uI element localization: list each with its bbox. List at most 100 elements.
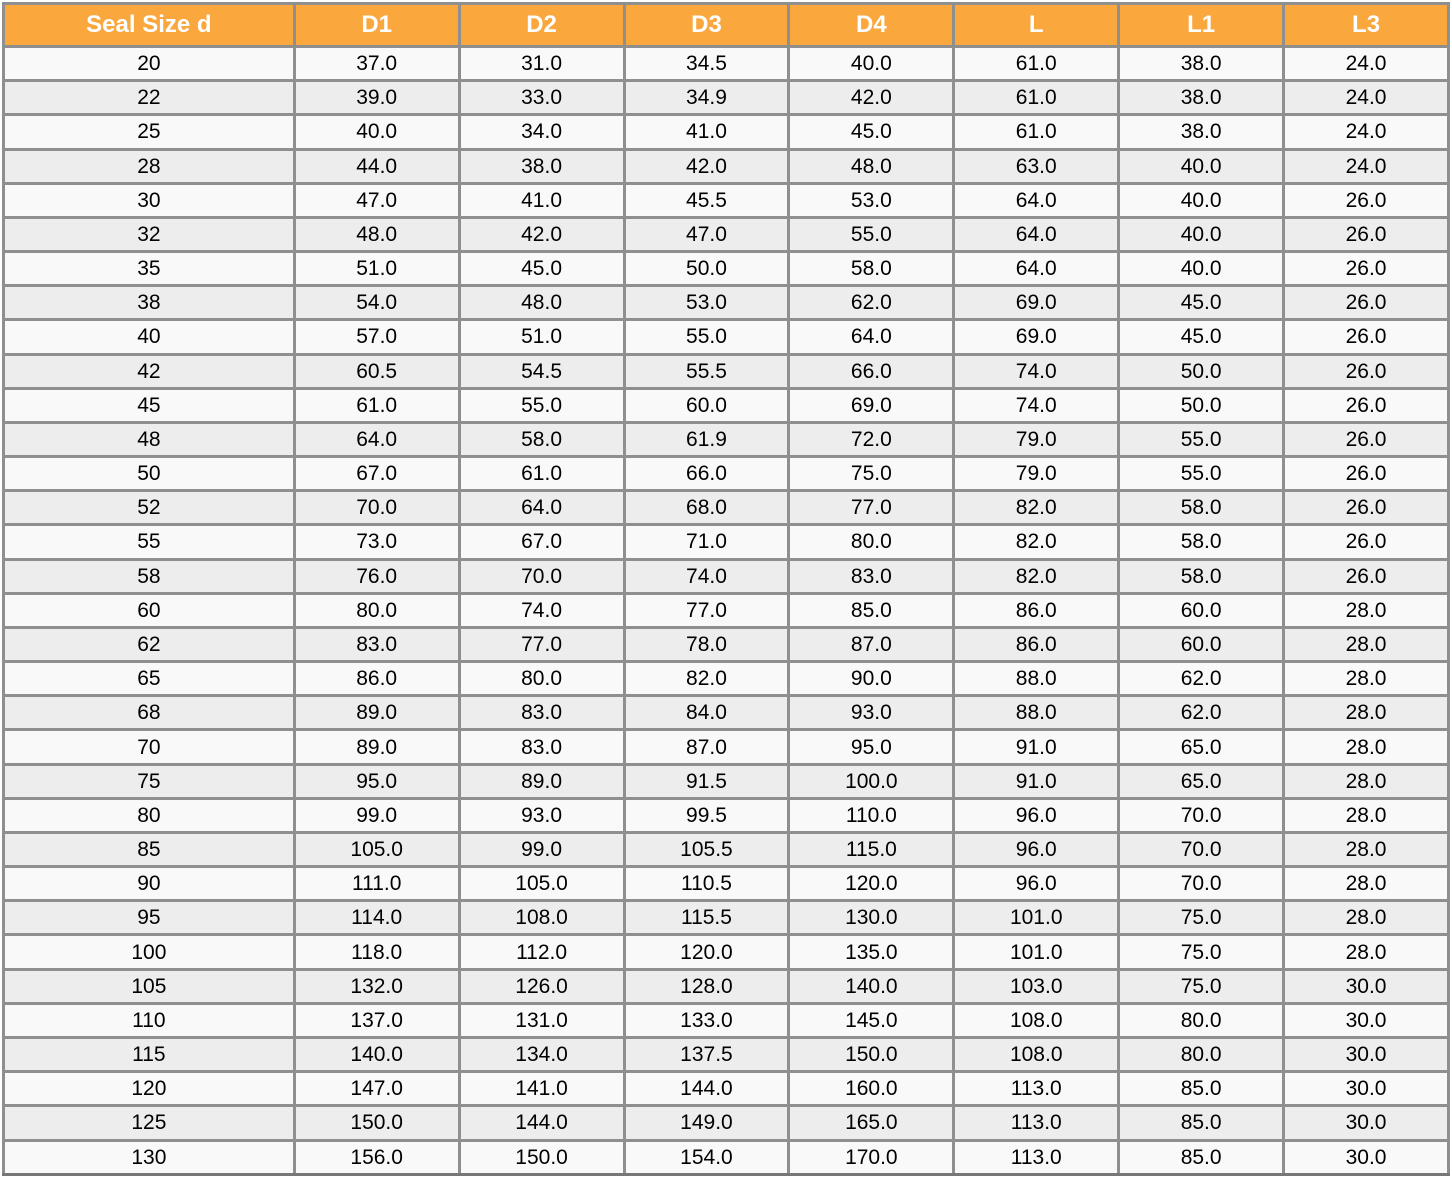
value-cell: 141.0 [457,1070,626,1108]
column-header-d3: D3 [622,2,791,48]
value-cell: 26.0 [1282,420,1450,459]
value-cell: 47.0 [292,181,461,219]
value-cell: 30.0 [1282,1070,1450,1108]
table-row: 42 60.5 54.5 55.5 66.0 74.0 50.0 26.0 [2,352,1450,390]
value-cell: 37.0 [292,44,461,83]
value-cell: 83.0 [457,694,626,732]
value-cell: 45.0 [1117,284,1286,322]
seal-size-cell: 22 [2,79,296,117]
value-cell: 40.0 [1117,147,1286,185]
value-cell: 28.0 [1282,660,1450,698]
value-cell: 133.0 [622,1001,791,1039]
seal-size-cell: 62 [2,625,296,664]
value-cell: 61.0 [952,44,1121,83]
value-cell: 62.0 [1117,694,1286,732]
value-cell: 28.0 [1282,625,1450,664]
value-cell: 72.0 [787,420,956,459]
value-cell: 77.0 [457,625,626,664]
table-row: 85 105.0 99.0 105.5 115.0 96.0 70.0 28.0 [2,830,1450,869]
value-cell: 61.0 [952,113,1121,151]
table-body: 20 37.0 31.0 34.5 40.0 61.0 38.0 24.0 22 39.0 33.0… [2,44,1450,1176]
value-cell: 131.0 [457,1001,626,1039]
value-cell: 34.0 [457,113,626,151]
seal-size-cell: 85 [2,830,296,869]
table-row: 55 73.0 67.0 71.0 80.0 82.0 58.0 26.0 [2,523,1450,561]
value-cell: 74.0 [457,591,626,629]
seal-size-cell: 110 [2,1001,296,1039]
value-cell: 115.0 [787,830,956,869]
value-cell: 58.0 [1117,523,1286,561]
value-cell: 113.0 [952,1104,1121,1142]
value-cell: 108.0 [952,1001,1121,1039]
table-row: 45 61.0 55.0 60.0 69.0 74.0 50.0 26.0 [2,386,1450,424]
value-cell: 96.0 [952,865,1121,903]
seal-size-cell: 48 [2,420,296,459]
column-header-l1: L1 [1117,2,1286,48]
value-cell: 75.0 [1117,899,1286,937]
value-cell: 64.0 [952,250,1121,288]
table-row: 65 86.0 80.0 82.0 90.0 88.0 62.0 28.0 [2,660,1450,698]
value-cell: 30.0 [1282,967,1450,1005]
value-cell: 70.0 [1117,830,1286,869]
seal-size-cell: 68 [2,694,296,732]
value-cell: 87.0 [622,728,791,766]
value-cell: 95.0 [787,728,956,766]
seal-size-cell: 58 [2,557,296,595]
seal-size-cell: 30 [2,181,296,219]
value-cell: 111.0 [292,865,461,903]
value-cell: 26.0 [1282,455,1450,493]
value-cell: 74.0 [622,557,791,595]
seal-size-cell: 90 [2,865,296,903]
value-cell: 149.0 [622,1104,791,1142]
value-cell: 113.0 [952,1138,1121,1176]
value-cell: 89.0 [292,694,461,732]
value-cell: 65.0 [1117,728,1286,766]
value-cell: 40.0 [1117,181,1286,219]
value-cell: 91.5 [622,762,791,800]
value-cell: 26.0 [1282,386,1450,424]
value-cell: 33.0 [457,79,626,117]
value-cell: 70.0 [457,557,626,595]
value-cell: 28.0 [1282,933,1450,971]
seal-size-cell: 100 [2,933,296,971]
value-cell: 51.0 [457,318,626,356]
seal-size-cell: 60 [2,591,296,629]
value-cell: 101.0 [952,899,1121,937]
value-cell: 78.0 [622,625,791,664]
value-cell: 38.0 [1117,113,1286,151]
table-row: 30 47.0 41.0 45.5 53.0 64.0 40.0 26.0 [2,181,1450,219]
value-cell: 82.0 [952,557,1121,595]
value-cell: 58.0 [1117,557,1286,595]
value-cell: 130.0 [787,899,956,937]
value-cell: 96.0 [952,796,1121,834]
value-cell: 150.0 [457,1138,626,1176]
value-cell: 134.0 [457,1035,626,1074]
value-cell: 58.0 [1117,489,1286,527]
value-cell: 82.0 [622,660,791,698]
value-cell: 61.9 [622,420,791,459]
value-cell: 26.0 [1282,181,1450,219]
value-cell: 80.0 [292,591,461,629]
value-cell: 85.0 [1117,1070,1286,1108]
column-header-d1: D1 [292,2,461,48]
value-cell: 41.0 [457,181,626,219]
seal-size-cell: 95 [2,899,296,937]
seal-size-cell: 120 [2,1070,296,1108]
value-cell: 114.0 [292,899,461,937]
value-cell: 137.5 [622,1035,791,1074]
value-cell: 69.0 [952,318,1121,356]
value-cell: 45.0 [457,250,626,288]
value-cell: 64.0 [952,181,1121,219]
value-cell: 90.0 [787,660,956,698]
value-cell: 48.0 [457,284,626,322]
seal-size-cell: 50 [2,455,296,493]
value-cell: 60.0 [1117,625,1286,664]
seal-size-cell: 105 [2,967,296,1005]
value-cell: 42.0 [787,79,956,117]
table-row: 58 76.0 70.0 74.0 83.0 82.0 58.0 26.0 [2,557,1450,595]
value-cell: 99.5 [622,796,791,834]
value-cell: 64.0 [292,420,461,459]
value-cell: 60.0 [1117,591,1286,629]
value-cell: 120.0 [622,933,791,971]
value-cell: 100.0 [787,762,956,800]
